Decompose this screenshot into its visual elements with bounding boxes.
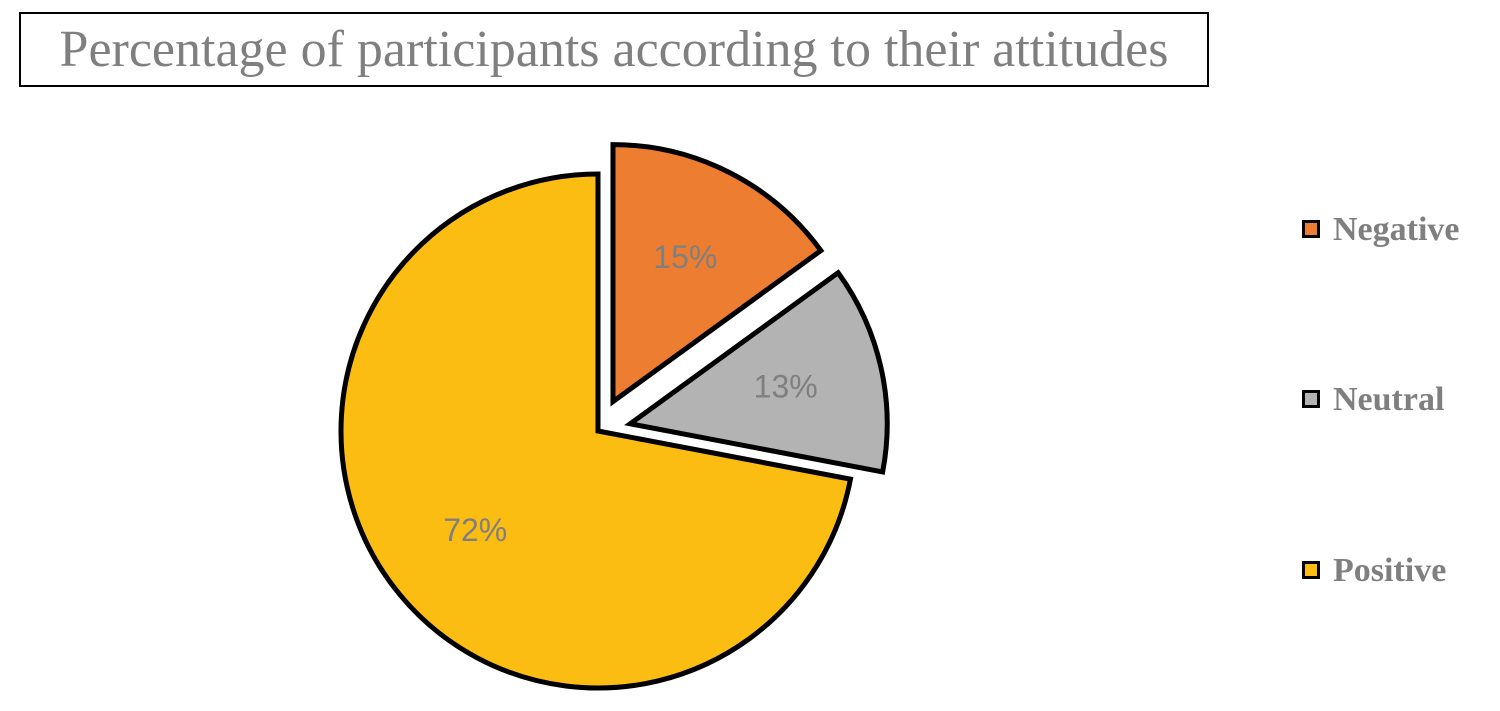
legend-label-negative: Negative: [1333, 211, 1460, 248]
legend-label-positive: Positive: [1333, 552, 1447, 589]
chart-title: Percentage of participants according to …: [19, 12, 1209, 87]
data-label-neutral: 13%: [754, 368, 818, 404]
data-label-negative: 15%: [653, 239, 717, 275]
pie-slice-neutral: [624, 269, 890, 475]
legend-label-neutral: Neutral: [1333, 381, 1445, 418]
legend-swatch-positive: [1302, 561, 1320, 579]
pie-slice-negative: [610, 142, 825, 407]
legend-swatch-neutral: [1302, 390, 1320, 408]
legend-swatch-negative: [1302, 220, 1320, 238]
data-label-positive: 72%: [443, 512, 507, 548]
pie-slice-positive: [338, 171, 854, 691]
